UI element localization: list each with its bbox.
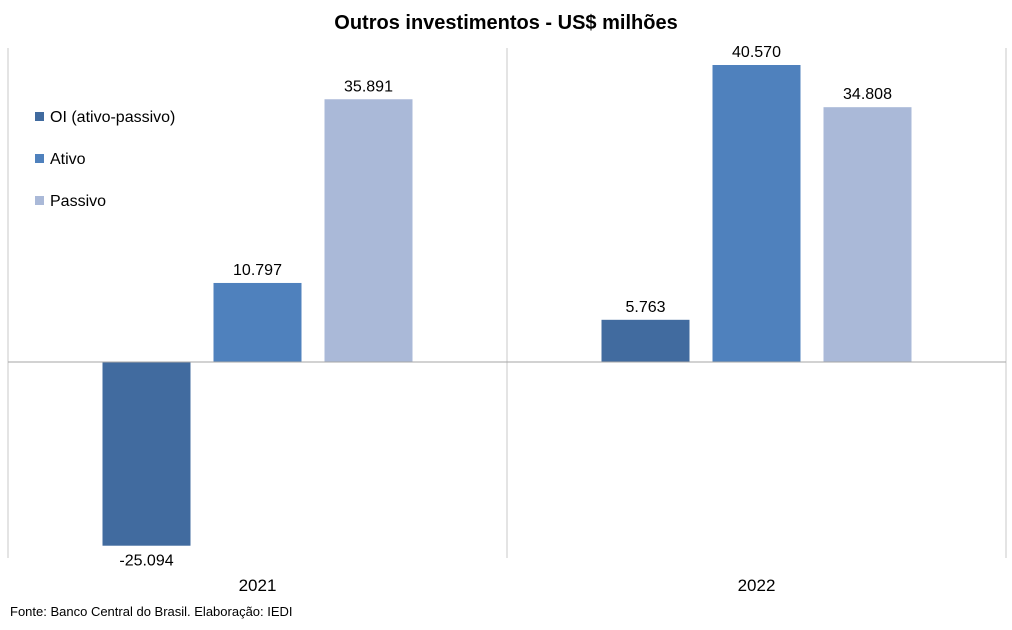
data-label-oi-ativo-passivo-2021: -25.094: [119, 553, 173, 570]
legend-swatch-2: [35, 196, 44, 205]
plot-area: -25.094 10.797 35.891 2021 5.763 40.570 34.808…: [7, 44, 1007, 595]
x-tick-label-2021: 2021: [239, 576, 277, 595]
chart-title: Outros investimentos - US$ milhões: [334, 12, 678, 34]
data-label-passivo-2022: 34.808: [843, 86, 892, 103]
data-label-passivo-2021: 35.891: [344, 78, 393, 95]
legend-swatch-1: [35, 154, 44, 163]
x-tick-label-2022: 2022: [738, 576, 776, 595]
legend-label-1: Ativo: [50, 151, 86, 168]
data-label-ativo-2021: 10.797: [233, 262, 282, 279]
data-label-oi-ativo-passivo-2022: 5.763: [625, 299, 665, 316]
legend-swatch-0: [35, 112, 44, 121]
bar-passivo-2021: [324, 99, 413, 362]
bar-oi-ativo-passivo-2022: [601, 319, 690, 362]
source-note: Fonte: Banco Central do Brasil. Elaboraç…: [10, 604, 293, 619]
bar-oi-ativo-passivo-2021: [102, 362, 191, 546]
legend-label-2: Passivo: [50, 193, 106, 210]
legend-label-0: OI (ativo-passivo): [50, 109, 175, 126]
bar-ativo-2022: [712, 65, 801, 362]
bar-ativo-2021: [213, 282, 302, 362]
data-label-ativo-2022: 40.570: [732, 44, 781, 61]
bar-passivo-2022: [823, 107, 912, 362]
